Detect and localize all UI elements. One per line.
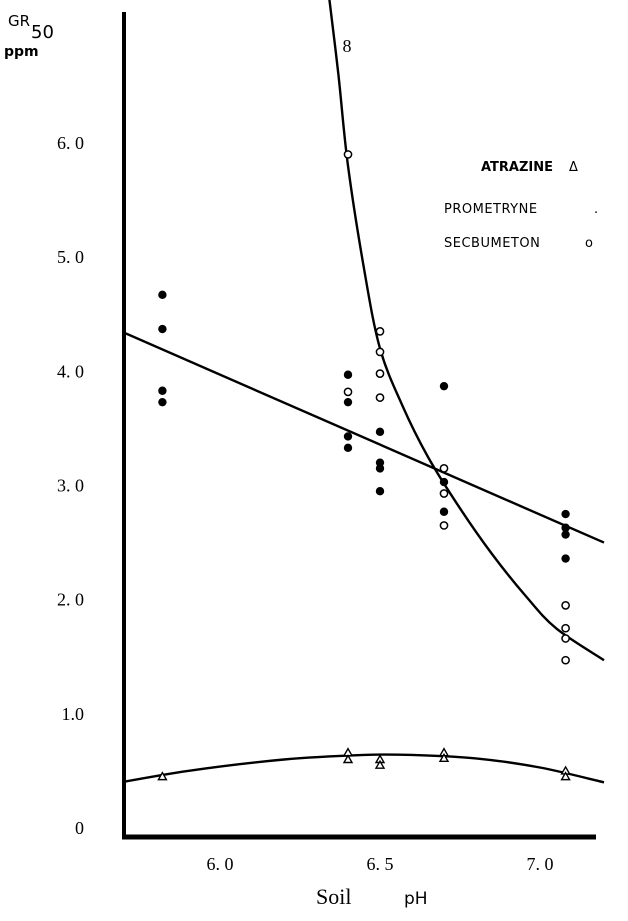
x-tick-label: 7. 0 [527, 854, 554, 874]
point-prometryne [375, 464, 385, 473]
y-tick-label: 1.0 [62, 704, 85, 724]
point-prometryne [439, 477, 449, 487]
point-prometryne [439, 381, 449, 391]
y-tick-label: 5. 0 [57, 247, 84, 267]
fit-curves [124, 0, 605, 784]
y-tick-label: 4. 0 [57, 361, 84, 381]
point-prometryne [158, 386, 167, 395]
point-secbumeton [375, 327, 385, 336]
point-atrazine [342, 754, 354, 764]
x-axis-unit: pH [404, 889, 428, 909]
point-secbumeton [561, 655, 570, 665]
legend-label-prometryne: PROMETRYNE [444, 202, 538, 217]
point-prometryne [343, 432, 353, 441]
x-axis-label: Soil [316, 884, 351, 909]
y-tick-label: 6. 0 [57, 133, 84, 153]
point-secbumeton [343, 150, 353, 159]
legend-label-secbumeton: SECBUMETON [444, 236, 540, 251]
y-axis-unit: ppm [4, 44, 39, 60]
point-secbumeton [343, 387, 353, 397]
curve-secbumeton [328, 0, 605, 662]
point-prometryne [561, 554, 570, 563]
point-prometryne [158, 397, 167, 407]
legend: ATRAZINE Δ PROMETRYNE . SECBUMETON o [444, 160, 599, 251]
point-prometryne [439, 507, 449, 516]
x-tick-label: 6. 5 [367, 854, 394, 874]
point-atrazine [560, 771, 571, 781]
y-tick-label: 0 [75, 818, 84, 838]
annotations: 8 [343, 36, 352, 56]
legend-symbol-prometryne: . [594, 202, 599, 217]
point-atrazine [374, 759, 386, 769]
annotation-label: 8 [343, 36, 352, 56]
curve-prometryne [124, 331, 605, 544]
point-secbumeton [375, 393, 385, 402]
point-prometryne [375, 487, 385, 496]
point-prometryne [561, 509, 570, 519]
x-tick-labels: 6. 0 6. 5 7. 0 [207, 854, 554, 874]
y-axis-label-subscript: 50 [31, 22, 54, 43]
point-prometryne [375, 427, 385, 437]
point-prometryne [158, 324, 167, 334]
point-prometryne [343, 397, 353, 407]
curve-atrazine [124, 753, 605, 784]
point-prometryne [343, 370, 353, 379]
point-secbumeton [561, 601, 570, 610]
legend-symbol-secbumeton: o [585, 236, 593, 251]
point-atrazine [157, 771, 168, 781]
y-tick-label: 3. 0 [57, 476, 84, 496]
y-tick-label: 2. 0 [57, 590, 84, 610]
legend-symbol-atrazine: Δ [569, 160, 578, 175]
point-secbumeton [439, 464, 449, 473]
point-secbumeton [375, 369, 385, 378]
point-secbumeton [375, 347, 385, 357]
point-secbumeton [439, 489, 449, 498]
point-secbumeton [561, 634, 570, 643]
data-points [157, 150, 571, 781]
point-prometryne [158, 290, 167, 300]
point-secbumeton [561, 623, 570, 633]
point-prometryne [561, 530, 570, 539]
y-axis-label: GR [8, 12, 30, 30]
point-secbumeton [439, 521, 449, 530]
point-atrazine [438, 752, 450, 763]
x-tick-label: 6. 0 [207, 854, 234, 874]
y-tick-labels: 0 1.0 2. 0 3. 0 4. 0 5. 0 6. 0 [57, 133, 84, 838]
legend-label-atrazine: ATRAZINE [481, 160, 553, 175]
point-prometryne [561, 523, 570, 532]
point-prometryne [343, 443, 353, 453]
